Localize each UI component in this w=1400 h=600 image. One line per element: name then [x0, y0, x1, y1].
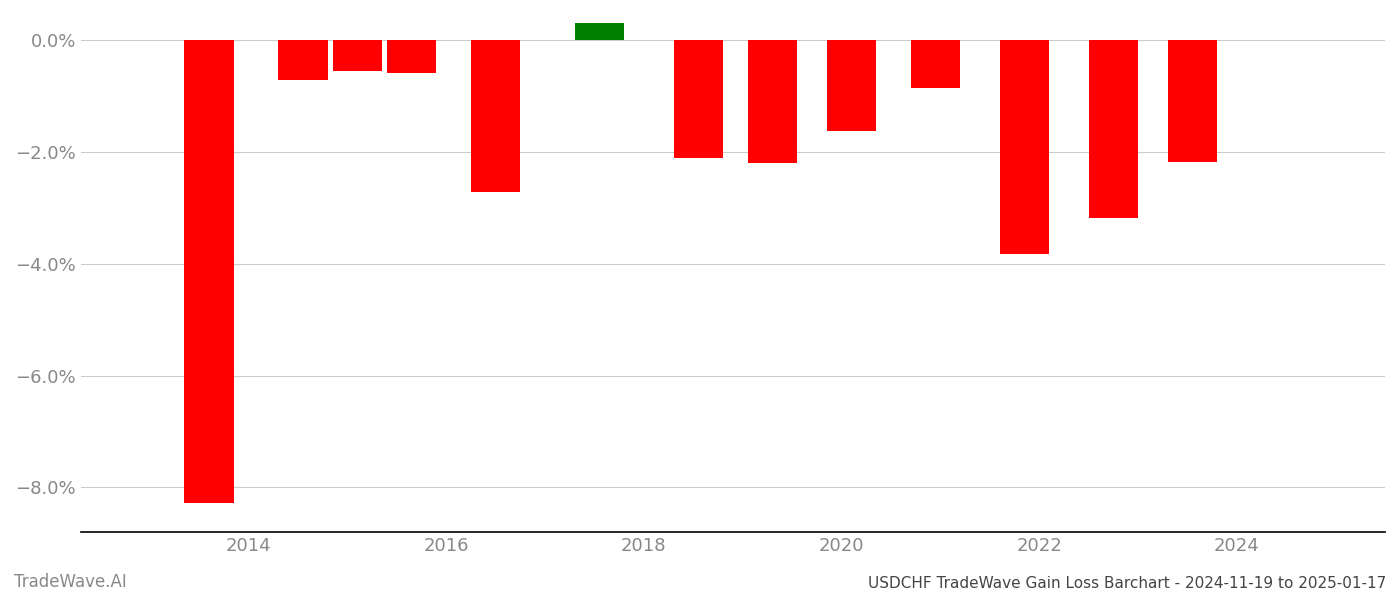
Bar	[910, 40, 960, 88]
Bar	[673, 40, 722, 158]
Text: TradeWave.AI: TradeWave.AI	[14, 573, 127, 591]
Bar	[748, 40, 797, 163]
Bar	[279, 40, 328, 80]
Bar	[574, 23, 624, 40]
Bar	[1168, 40, 1217, 162]
Bar	[826, 40, 876, 131]
Bar	[1089, 40, 1138, 218]
Bar	[333, 40, 382, 71]
Bar	[185, 40, 234, 503]
Bar	[1000, 40, 1049, 254]
Bar	[386, 40, 437, 73]
Bar	[470, 40, 521, 192]
Text: USDCHF TradeWave Gain Loss Barchart - 2024-11-19 to 2025-01-17: USDCHF TradeWave Gain Loss Barchart - 20…	[868, 576, 1386, 591]
